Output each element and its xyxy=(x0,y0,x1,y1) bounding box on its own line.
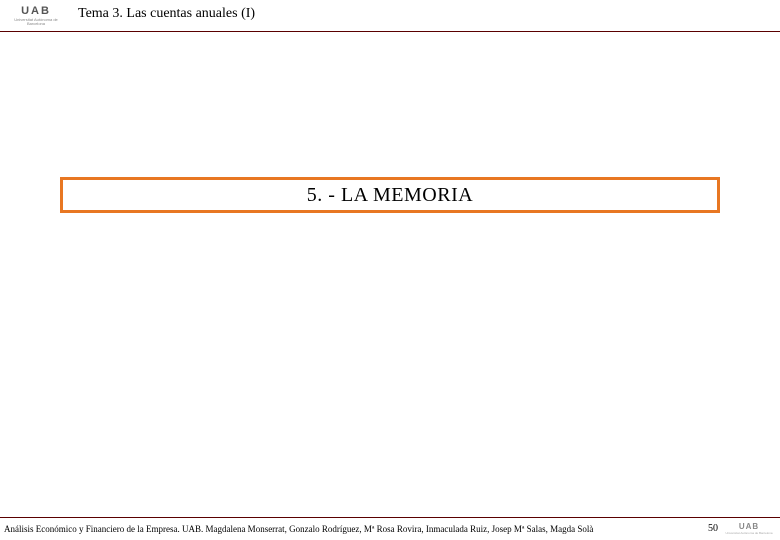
slide-footer: Análisis Económico y Financiero de la Em… xyxy=(0,518,780,540)
logo-bottom-subtext: Universitat Autònoma de Barcelona xyxy=(725,532,772,535)
slide-header: UAB Universitat Autònoma de Barcelona Te… xyxy=(0,0,780,32)
header-divider xyxy=(0,31,780,32)
footer-credits: Análisis Económico y Financiero de la Em… xyxy=(4,524,593,534)
logo-subtext: Universitat Autònoma de Barcelona xyxy=(6,18,66,26)
section-title-box: 5. - LA MEMORIA xyxy=(60,177,720,213)
logo-bottom-text: UAB xyxy=(739,523,759,531)
logo-text: UAB xyxy=(21,6,51,17)
uab-logo-top: UAB Universitat Autònoma de Barcelona xyxy=(6,4,66,28)
uab-logo-bottom: UAB Universitat Autònoma de Barcelona xyxy=(724,520,774,538)
slide-title: Tema 3. Las cuentas anuales (I) xyxy=(78,6,255,22)
page-number: 50 xyxy=(708,523,718,534)
section-title: 5. - LA MEMORIA xyxy=(307,184,473,207)
